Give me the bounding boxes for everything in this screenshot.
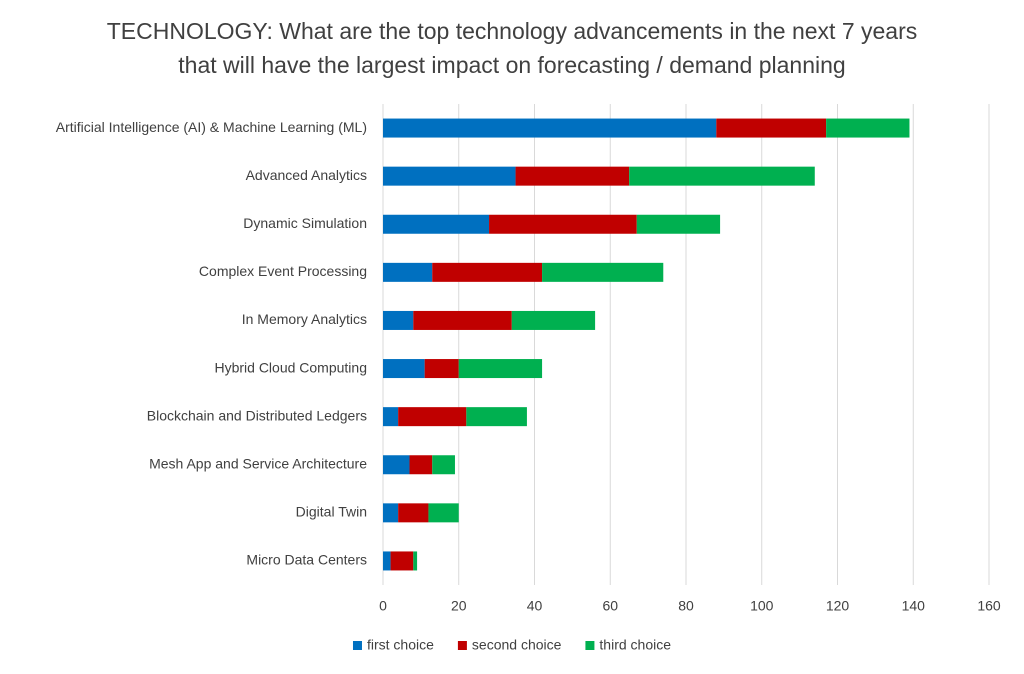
bar-segment <box>383 359 425 379</box>
bar-segment <box>398 407 467 427</box>
bar-segment <box>383 455 410 475</box>
bar-segment <box>413 310 512 330</box>
x-tick-label: 60 <box>602 598 618 614</box>
bar-segment <box>383 407 399 427</box>
bar-segment <box>428 503 459 523</box>
bar-segment <box>511 310 596 330</box>
bar-segment <box>826 118 910 138</box>
bar-segment <box>413 551 418 571</box>
bar-segment <box>636 214 721 234</box>
y-tick-label: Dynamic Simulation <box>243 215 367 231</box>
legend-swatch <box>585 641 595 650</box>
bar-segment <box>629 166 815 186</box>
x-tick-label: 40 <box>527 598 543 614</box>
bar-segment <box>398 503 429 523</box>
y-tick-label: Hybrid Cloud Computing <box>214 359 367 375</box>
y-tick-label: Digital Twin <box>296 504 367 520</box>
bar-segment <box>383 166 516 186</box>
bar-segment <box>466 407 527 427</box>
bar-segment <box>432 455 455 475</box>
bar-segment <box>489 214 637 234</box>
y-tick-label: Micro Data Centers <box>246 552 367 568</box>
x-tick-label: 160 <box>977 598 1001 614</box>
bar-segment <box>716 118 827 138</box>
legend-label: second choice <box>472 637 562 653</box>
bar-segment <box>424 359 459 379</box>
bar-segment <box>383 310 414 330</box>
bar-segment <box>458 359 543 379</box>
bar-segment <box>432 262 543 282</box>
y-tick-label: Advanced Analytics <box>246 167 367 183</box>
bar-segment <box>409 455 433 475</box>
legend-swatch <box>457 641 467 650</box>
bar-segment <box>383 503 399 523</box>
legend-label: third choice <box>599 637 671 653</box>
bar-segment <box>383 551 391 571</box>
x-tick-label: 140 <box>902 598 926 614</box>
x-tick-label: 0 <box>379 598 387 614</box>
y-tick-label: Complex Event Processing <box>199 263 367 279</box>
x-tick-label: 120 <box>826 598 850 614</box>
bar-segment <box>383 262 433 282</box>
y-tick-label: Artificial Intelligence (AI) & Machine L… <box>56 119 367 135</box>
bar-segment <box>542 262 664 282</box>
x-tick-label: 100 <box>750 598 774 614</box>
x-tick-label: 80 <box>678 598 694 614</box>
bar-segment <box>390 551 414 571</box>
y-tick-label: Mesh App and Service Architecture <box>149 455 367 471</box>
bar-segment <box>515 166 630 186</box>
chart-title: TECHNOLOGY: What are the top technology … <box>106 18 918 78</box>
x-tick-label: 20 <box>451 598 467 614</box>
y-tick-label: In Memory Analytics <box>242 311 367 327</box>
legend-swatch <box>352 641 362 650</box>
y-tick-label: Blockchain and Distributed Ledgers <box>147 407 367 423</box>
bar-segment <box>383 214 490 234</box>
bar-segment <box>383 118 717 138</box>
legend-label: first choice <box>367 637 434 653</box>
